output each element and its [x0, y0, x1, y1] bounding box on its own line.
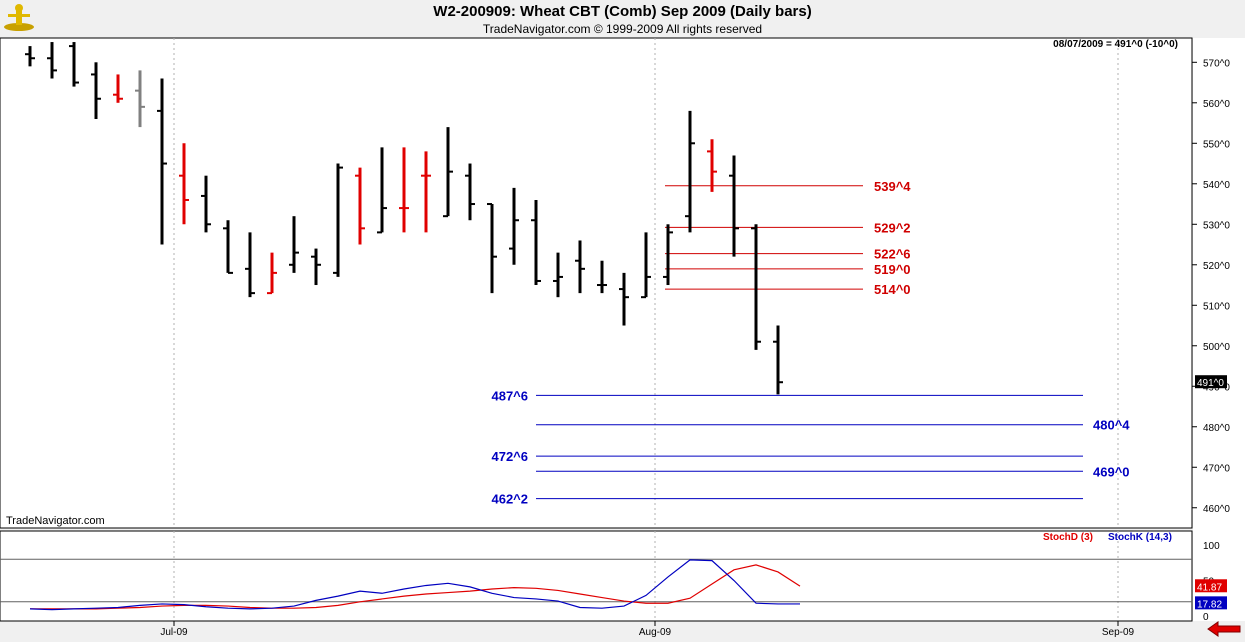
- price-bar-15: [355, 167, 365, 245]
- level-label-8: 469^0: [1093, 464, 1130, 479]
- last-price-box: [1195, 375, 1227, 389]
- price-bar-32: [729, 155, 739, 257]
- stoch-tick-label-0: 0: [1203, 612, 1209, 623]
- trader-figure-icon: [2, 2, 36, 32]
- price-bar-24: [553, 252, 563, 298]
- stoch-k-last-box: [1195, 596, 1227, 610]
- price-bar-20: [465, 163, 475, 221]
- info-label: 08/07/2009 = 491^0 (-10^0): [1053, 39, 1178, 50]
- price-bar-31: [707, 139, 717, 192]
- chart-subtitle: TradeNavigator.com © 1999-2009 All right…: [482, 22, 763, 36]
- y-tick-label-4: 500^0: [1203, 342, 1230, 353]
- stoch-k-last-label: 17.82: [1197, 599, 1222, 610]
- price-bar-25: [575, 240, 585, 294]
- y-tick-label-10: 560^0: [1203, 99, 1230, 110]
- price-bar-9: [223, 220, 233, 274]
- stoch-d-legend: StochD (3): [1043, 532, 1093, 543]
- watermark: TradeNavigator.com: [6, 515, 105, 527]
- price-bar-19: [443, 127, 453, 218]
- x-axis-area: [0, 622, 1245, 640]
- price-bar-29: [663, 224, 673, 286]
- price-bar-11: [267, 252, 277, 295]
- price-bars: [25, 42, 783, 395]
- y-tick-label-5: 510^0: [1203, 301, 1230, 312]
- price-bar-21: [487, 203, 497, 294]
- vertical-gridlines: [173, 38, 1119, 621]
- level-label-4: 514^0: [874, 282, 911, 297]
- price-panel: [0, 37, 1193, 529]
- price-bar-1: [47, 42, 57, 79]
- price-bar-26: [597, 260, 607, 294]
- price-bar-5: [135, 70, 145, 128]
- y-axis: 460^0470^0480^0490^0500^0510^0520^0530^0…: [1192, 58, 1230, 515]
- price-bar-12: [289, 216, 299, 273]
- y-tick-label-11: 570^0: [1203, 58, 1230, 69]
- price-bar-8: [201, 175, 211, 233]
- stoch-d-last-label: 41.87: [1197, 582, 1222, 593]
- x-tick-label-2: Sep-09: [1102, 627, 1135, 638]
- x-tick-label-0: Jul-09: [160, 627, 188, 638]
- y-tick-label-8: 540^0: [1203, 180, 1230, 191]
- level-label-0: 539^4: [874, 179, 911, 194]
- stoch-line-0: [30, 564, 801, 610]
- price-bar-3: [91, 62, 101, 119]
- price-bar-34: [773, 325, 783, 395]
- price-bar-2: [69, 42, 79, 87]
- stoch-d-last-box: [1195, 579, 1227, 593]
- last-price-label: 491^0: [1197, 378, 1224, 389]
- red-left-arrow-icon[interactable]: [1207, 621, 1241, 642]
- stoch-line-1: [29, 559, 800, 611]
- price-bar-18: [421, 151, 431, 233]
- y-axis-area: [1193, 38, 1245, 621]
- price-bar-16: [377, 147, 387, 234]
- price-bar-7: [179, 143, 189, 225]
- level-label-7: 472^6: [491, 449, 528, 464]
- level-label-6: 480^4: [1093, 418, 1130, 433]
- y-tick-label-2: 480^0: [1203, 423, 1230, 434]
- stoch-k-legend: StochK (14,3): [1108, 532, 1172, 543]
- level-label-2: 522^6: [874, 247, 911, 262]
- price-bar-23: [531, 199, 541, 286]
- y-tick-label-7: 530^0: [1203, 220, 1230, 231]
- y-tick-label-6: 520^0: [1203, 261, 1230, 272]
- y-tick-label-0: 460^0: [1203, 504, 1230, 515]
- price-bar-4: [113, 74, 123, 103]
- chart-title: W2-200909: Wheat CBT (Comb) Sep 2009 (Da…: [433, 3, 812, 20]
- price-bar-10: [245, 232, 255, 298]
- stoch-tick-label-2: 100: [1203, 541, 1220, 552]
- price-bar-28: [641, 232, 651, 299]
- price-bar-33: [751, 224, 761, 350]
- price-bar-6: [157, 78, 167, 245]
- level-label-5: 487^6: [491, 388, 528, 403]
- x-tick-label-1: Aug-09: [639, 627, 672, 638]
- level-label-3: 519^0: [874, 262, 911, 277]
- price-bar-0: [25, 46, 35, 67]
- price-bar-22: [509, 187, 519, 265]
- price-bar-17: [399, 147, 409, 233]
- price-bar-30: [685, 110, 695, 233]
- level-label-1: 529^2: [874, 220, 911, 235]
- y-tick-label-1: 470^0: [1203, 463, 1230, 474]
- y-tick-label-9: 550^0: [1203, 139, 1230, 150]
- level-label-9: 462^2: [491, 492, 528, 507]
- price-bar-13: [311, 248, 321, 286]
- price-bar-14: [333, 163, 343, 277]
- x-axis: Jul-09 Aug-09 Sep-09: [160, 621, 1135, 638]
- price-bar-27: [619, 272, 629, 326]
